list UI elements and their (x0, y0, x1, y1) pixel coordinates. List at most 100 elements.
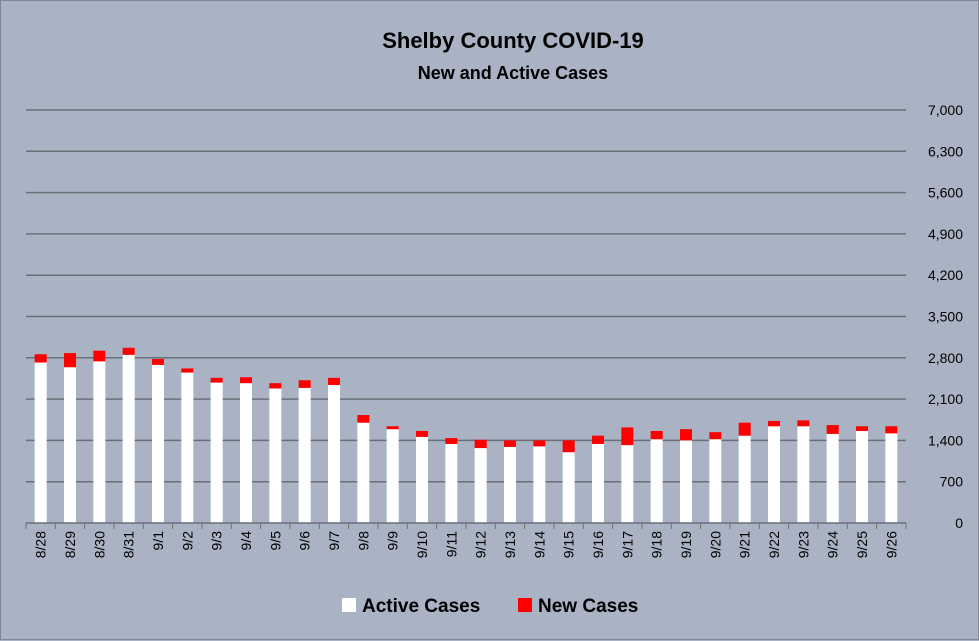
bar-new-cases (592, 435, 604, 444)
bar-new-cases (797, 420, 810, 427)
y-tick-label: 3,500 (928, 309, 963, 325)
legend-swatch (518, 598, 532, 612)
y-tick-label: 2,100 (928, 391, 963, 407)
x-tick-label: 9/20 (707, 531, 723, 558)
bar-active-cases (269, 388, 282, 523)
x-tick-label: 9/5 (267, 531, 283, 551)
x-tick-label: 8/30 (91, 531, 107, 558)
bar-active-cases (64, 367, 76, 523)
bar-active-cases (152, 364, 164, 523)
y-tick-label: 700 (940, 474, 964, 490)
bar-active-cases (240, 383, 252, 523)
x-tick-label: 9/18 (649, 531, 665, 558)
bar-new-cases (504, 440, 516, 447)
bar-new-cases (328, 377, 340, 385)
bar-active-cases (562, 452, 575, 523)
bar-new-cases (152, 358, 164, 365)
bar-new-cases (357, 415, 370, 423)
bar-active-cases (826, 433, 839, 523)
bar-active-cases (386, 429, 399, 523)
x-tick-label: 8/29 (62, 531, 78, 558)
x-tick-label: 9/19 (678, 531, 694, 558)
bar-active-cases (210, 382, 223, 523)
x-tick-label: 9/14 (531, 531, 547, 558)
bar-new-cases (298, 380, 311, 388)
bar-new-cases (621, 427, 634, 446)
x-axis (25, 522, 907, 529)
bar-new-cases (738, 422, 751, 436)
legend-swatch (342, 598, 356, 612)
legend-label: Active Cases (362, 596, 480, 617)
x-tick-label: 9/13 (502, 531, 518, 558)
bar-active-cases (738, 435, 751, 523)
bar-new-cases (181, 368, 194, 373)
x-tick-label: 9/4 (238, 531, 254, 551)
bar-active-cases (768, 426, 780, 523)
bar-new-cases (709, 432, 722, 440)
bar-new-cases (680, 429, 692, 441)
bar-active-cases (328, 384, 340, 523)
y-tick-label: 6,300 (928, 143, 963, 159)
x-tick-label: 9/9 (385, 531, 401, 551)
bar-active-cases (885, 433, 898, 523)
x-tick-label: 9/12 (473, 531, 489, 558)
bar-new-cases (650, 430, 663, 440)
bar-new-cases (386, 426, 399, 430)
bar-active-cases (680, 440, 692, 523)
x-tick-label: 9/17 (619, 531, 635, 558)
bar-active-cases (797, 426, 810, 523)
chart-subtitle: New and Active Cases (418, 63, 608, 83)
bar-new-cases (768, 420, 780, 427)
y-axis-ticks: 0 700 1,400 2,100 2,800 3,500 4,200 4,900 5,600 6… (928, 102, 963, 531)
bar-active-cases (621, 445, 634, 523)
x-tick-label: 8/28 (33, 531, 49, 558)
bar-new-cases (210, 377, 223, 383)
bar-series (34, 347, 898, 523)
bar-new-cases (416, 430, 428, 437)
legend-label: New Cases (538, 596, 638, 617)
x-tick-label: 9/22 (766, 531, 782, 558)
bar-active-cases (592, 443, 604, 523)
bar-new-cases (826, 425, 839, 434)
x-tick-label: 9/3 (209, 531, 225, 551)
bar-active-cases (533, 446, 546, 523)
y-tick-label: 4,200 (928, 267, 963, 283)
x-tick-label: 9/11 (443, 531, 459, 557)
x-tick-label: 9/15 (561, 531, 577, 558)
x-tick-label: 9/8 (355, 531, 371, 551)
y-tick-label: 1,400 (928, 432, 963, 448)
legend: Active Cases New Cases (342, 596, 638, 617)
y-tick-label: 7,000 (928, 102, 963, 118)
x-tick-label: 8/31 (121, 531, 137, 558)
bar-new-cases (269, 383, 282, 389)
x-tick-label: 9/16 (590, 531, 606, 558)
y-tick-label: 4,900 (928, 226, 963, 242)
x-tick-label: 9/6 (297, 531, 313, 551)
bar-new-cases (533, 440, 546, 447)
x-tick-label: 9/25 (854, 531, 870, 558)
y-tick-label: 2,800 (928, 350, 963, 366)
x-tick-label: 9/23 (795, 531, 811, 558)
bar-active-cases (357, 422, 370, 523)
bar-active-cases (504, 446, 516, 523)
bar-new-cases (474, 439, 487, 449)
bar-new-cases (122, 347, 135, 355)
x-tick-label: 9/7 (326, 531, 342, 551)
bar-new-cases (445, 438, 458, 444)
bar-new-cases (240, 377, 252, 384)
y-tick-label: 5,600 (928, 185, 963, 201)
bar-active-cases (416, 436, 428, 523)
bar-active-cases (445, 443, 458, 523)
bar-active-cases (650, 439, 663, 523)
bar-new-cases (562, 440, 575, 453)
bar-new-cases (885, 426, 898, 434)
bar-active-cases (181, 372, 194, 523)
x-tick-label: 9/2 (179, 531, 195, 551)
x-tick-label: 9/24 (825, 531, 841, 558)
bar-active-cases (298, 387, 311, 523)
bar-active-cases (709, 439, 722, 523)
bar-active-cases (856, 430, 868, 523)
x-tick-label: 9/21 (737, 531, 753, 558)
